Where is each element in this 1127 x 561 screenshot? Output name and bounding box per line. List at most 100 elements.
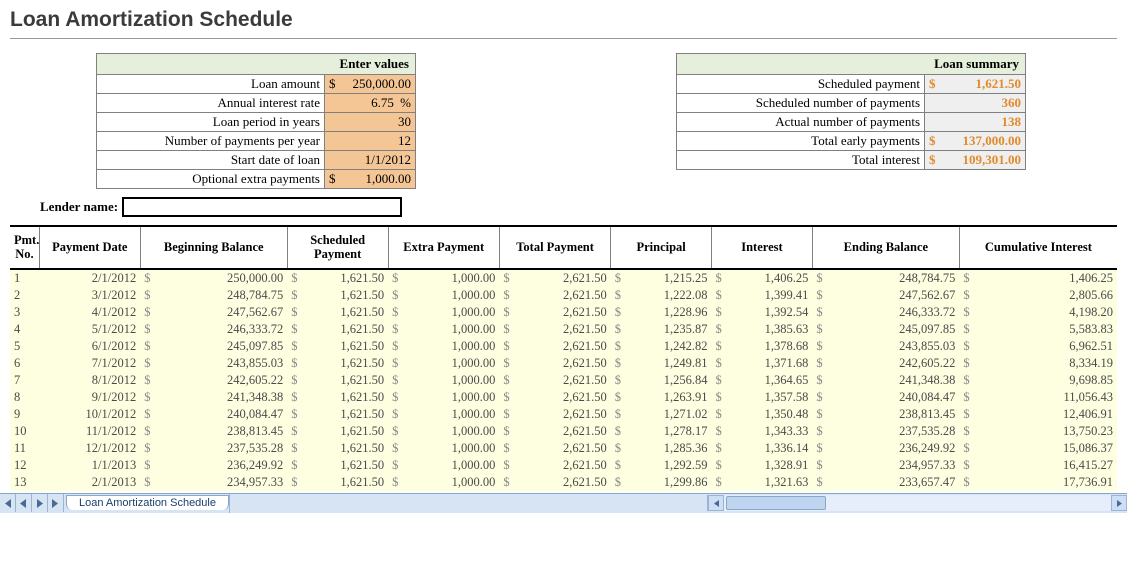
table-cell[interactable]: $1,000.00 — [388, 372, 499, 389]
table-cell[interactable]: $241,348.38 — [140, 389, 287, 406]
table-cell[interactable]: $1,336.14 — [712, 440, 813, 457]
hscroll-left-button[interactable] — [708, 495, 724, 511]
date-cell[interactable]: 2/1/2013 — [39, 474, 140, 491]
table-cell[interactable]: $1,328.91 — [712, 457, 813, 474]
table-cell[interactable]: $245,097.85 — [812, 321, 959, 338]
table-cell[interactable]: $1,378.68 — [712, 338, 813, 355]
column-header[interactable]: Total Payment — [499, 226, 610, 269]
table-cell[interactable]: $5,583.83 — [959, 321, 1117, 338]
hscroll-right-button[interactable] — [1111, 495, 1127, 511]
table-cell[interactable]: $1,000.00 — [388, 440, 499, 457]
table-cell[interactable]: $236,249.92 — [812, 440, 959, 457]
table-cell[interactable]: $2,621.50 — [499, 269, 610, 287]
column-header[interactable]: Pmt.No. — [10, 226, 39, 269]
date-cell[interactable]: 11/1/2012 — [39, 423, 140, 440]
table-cell[interactable]: $1,621.50 — [287, 372, 388, 389]
table-cell[interactable]: $1,235.87 — [611, 321, 712, 338]
table-cell[interactable]: $245,097.85 — [140, 338, 287, 355]
inputs-row-value[interactable]: 1/1/2012 — [325, 151, 415, 170]
table-cell[interactable]: $238,813.45 — [140, 423, 287, 440]
table-cell[interactable]: $1,364.65 — [712, 372, 813, 389]
table-cell[interactable]: $1,621.50 — [287, 457, 388, 474]
table-cell[interactable]: $1,621.50 — [287, 355, 388, 372]
table-cell[interactable]: $2,621.50 — [499, 474, 610, 491]
table-cell[interactable]: $2,621.50 — [499, 389, 610, 406]
table-cell[interactable]: $1,621.50 — [287, 269, 388, 287]
date-cell[interactable]: 4/1/2012 — [39, 304, 140, 321]
table-cell[interactable]: $2,621.50 — [499, 457, 610, 474]
table-cell[interactable]: $8,334.19 — [959, 355, 1117, 372]
date-cell[interactable]: 7/1/2012 — [39, 355, 140, 372]
table-cell[interactable]: $1,000.00 — [388, 321, 499, 338]
table-cell[interactable]: $1,249.81 — [611, 355, 712, 372]
table-cell[interactable]: $2,621.50 — [499, 372, 610, 389]
table-cell[interactable]: $1,000.00 — [388, 269, 499, 287]
table-cell[interactable]: $13,750.23 — [959, 423, 1117, 440]
date-cell[interactable]: 12/1/2012 — [39, 440, 140, 457]
tab-nav-last-button[interactable] — [48, 494, 64, 512]
pmt-no-cell[interactable]: 13 — [10, 474, 39, 491]
inputs-row-value[interactable]: 6.75 % — [325, 94, 415, 113]
date-cell[interactable]: 2/1/2012 — [39, 269, 140, 287]
pmt-no-cell[interactable]: 9 — [10, 406, 39, 423]
date-cell[interactable]: 8/1/2012 — [39, 372, 140, 389]
table-cell[interactable]: $1,256.84 — [611, 372, 712, 389]
table-cell[interactable]: $1,385.63 — [712, 321, 813, 338]
table-cell[interactable]: $242,605.22 — [140, 372, 287, 389]
date-cell[interactable]: 3/1/2012 — [39, 287, 140, 304]
table-cell[interactable]: $1,621.50 — [287, 406, 388, 423]
table-cell[interactable]: $1,621.50 — [287, 423, 388, 440]
table-cell[interactable]: $238,813.45 — [812, 406, 959, 423]
table-cell[interactable]: $2,621.50 — [499, 321, 610, 338]
date-cell[interactable]: 1/1/2013 — [39, 457, 140, 474]
pmt-no-cell[interactable]: 1 — [10, 269, 39, 287]
table-cell[interactable]: $1,621.50 — [287, 304, 388, 321]
column-header[interactable]: Ending Balance — [812, 226, 959, 269]
tab-nav-first-button[interactable] — [0, 494, 16, 512]
table-cell[interactable]: $1,215.25 — [611, 269, 712, 287]
table-cell[interactable]: $1,000.00 — [388, 389, 499, 406]
pmt-no-cell[interactable]: 11 — [10, 440, 39, 457]
table-cell[interactable]: $1,621.50 — [287, 474, 388, 491]
table-cell[interactable]: $2,621.50 — [499, 304, 610, 321]
table-cell[interactable]: $1,406.25 — [959, 269, 1117, 287]
table-cell[interactable]: $2,621.50 — [499, 423, 610, 440]
pmt-no-cell[interactable]: 10 — [10, 423, 39, 440]
table-cell[interactable]: $1,621.50 — [287, 287, 388, 304]
column-header[interactable]: Interest — [712, 226, 813, 269]
table-cell[interactable]: $1,621.50 — [287, 338, 388, 355]
table-cell[interactable]: $2,621.50 — [499, 406, 610, 423]
table-cell[interactable]: $1,000.00 — [388, 338, 499, 355]
table-cell[interactable]: $1,263.91 — [611, 389, 712, 406]
date-cell[interactable]: 10/1/2012 — [39, 406, 140, 423]
horizontal-scrollbar[interactable] — [707, 495, 1127, 511]
column-header[interactable]: Principal — [611, 226, 712, 269]
table-cell[interactable]: $237,535.28 — [140, 440, 287, 457]
date-cell[interactable]: 5/1/2012 — [39, 321, 140, 338]
table-cell[interactable]: $1,000.00 — [388, 406, 499, 423]
table-cell[interactable]: $247,562.67 — [140, 304, 287, 321]
table-cell[interactable]: $1,350.48 — [712, 406, 813, 423]
table-cell[interactable]: $2,621.50 — [499, 287, 610, 304]
inputs-row-value[interactable]: 12 — [325, 132, 415, 151]
table-cell[interactable]: $236,249.92 — [140, 457, 287, 474]
table-cell[interactable]: $237,535.28 — [812, 423, 959, 440]
table-cell[interactable]: $11,056.43 — [959, 389, 1117, 406]
inputs-row-value[interactable]: $250,000.00 — [325, 75, 415, 94]
table-cell[interactable]: $1,292.59 — [611, 457, 712, 474]
table-cell[interactable]: $1,343.33 — [712, 423, 813, 440]
table-cell[interactable]: $248,784.75 — [812, 269, 959, 287]
table-cell[interactable]: $17,736.91 — [959, 474, 1117, 491]
table-cell[interactable]: $1,299.86 — [611, 474, 712, 491]
tab-nav-next-button[interactable] — [32, 494, 48, 512]
table-cell[interactable]: $234,957.33 — [140, 474, 287, 491]
pmt-no-cell[interactable]: 3 — [10, 304, 39, 321]
pmt-no-cell[interactable]: 4 — [10, 321, 39, 338]
pmt-no-cell[interactable]: 2 — [10, 287, 39, 304]
table-cell[interactable]: $246,333.72 — [140, 321, 287, 338]
table-cell[interactable]: $16,415.27 — [959, 457, 1117, 474]
table-cell[interactable]: $1,000.00 — [388, 423, 499, 440]
table-cell[interactable]: $9,698.85 — [959, 372, 1117, 389]
table-cell[interactable]: $1,000.00 — [388, 287, 499, 304]
date-cell[interactable]: 9/1/2012 — [39, 389, 140, 406]
